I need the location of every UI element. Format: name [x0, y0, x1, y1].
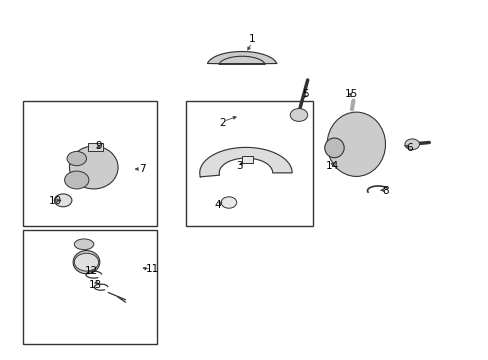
Text: 12: 12 [84, 266, 98, 276]
Text: 6: 6 [406, 143, 412, 153]
FancyBboxPatch shape [242, 157, 252, 163]
FancyArrowPatch shape [351, 100, 353, 109]
Text: 8: 8 [382, 186, 388, 196]
Circle shape [404, 139, 419, 150]
Text: 15: 15 [344, 89, 357, 99]
Ellipse shape [73, 251, 100, 274]
Text: 2: 2 [219, 118, 225, 128]
FancyBboxPatch shape [88, 143, 102, 151]
Circle shape [289, 109, 307, 121]
Polygon shape [200, 147, 291, 177]
Ellipse shape [74, 239, 94, 249]
Circle shape [74, 253, 99, 271]
Text: 5: 5 [302, 89, 308, 99]
Circle shape [54, 194, 72, 207]
Circle shape [67, 152, 86, 166]
Circle shape [221, 197, 236, 208]
Text: 9: 9 [95, 141, 102, 151]
Text: 7: 7 [139, 164, 145, 174]
Text: 1: 1 [248, 34, 255, 44]
Circle shape [64, 171, 89, 189]
Ellipse shape [326, 112, 385, 176]
Text: 14: 14 [325, 161, 338, 171]
Text: 13: 13 [88, 280, 102, 291]
Text: 10: 10 [49, 197, 62, 206]
Text: 11: 11 [145, 264, 159, 274]
Ellipse shape [324, 138, 344, 158]
Text: 3: 3 [236, 161, 243, 171]
Ellipse shape [69, 146, 118, 189]
Polygon shape [207, 51, 276, 64]
Text: 4: 4 [214, 200, 221, 210]
